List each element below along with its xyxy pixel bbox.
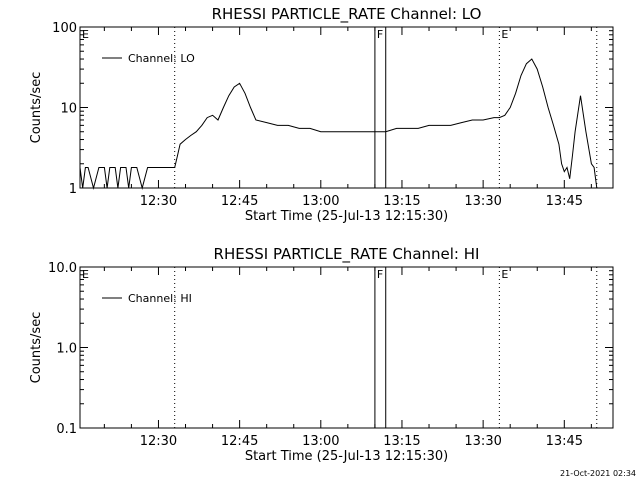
y-tick-label: 1.0 <box>56 342 77 357</box>
x-tick-label: 12:30 <box>140 434 177 449</box>
y-axis-label: Counts/sec <box>29 312 44 384</box>
event-marker-label: E <box>82 28 89 41</box>
event-marker-label: E <box>501 28 508 41</box>
event-marker-label: F <box>377 28 383 41</box>
y-tick-label: 10.0 <box>48 261 77 276</box>
y-tick-label: 1 <box>69 182 77 197</box>
x-tick-label: 12:45 <box>221 434 258 449</box>
y-tick-label: 10 <box>60 102 77 117</box>
event-marker-label: E <box>82 268 89 281</box>
timestamp: 21-Oct-2021 02:34 <box>560 469 636 478</box>
event-marker-label: E <box>501 268 508 281</box>
event-marker-label: F <box>377 268 383 281</box>
y-tick-label: 100 <box>52 21 77 36</box>
y-axis-label: Counts/sec <box>29 72 44 144</box>
x-tick-label: 13:30 <box>464 434 501 449</box>
chart-panel-0: RHESSI PARTICLE_RATE Channel: LO 1 10 100 12… <box>29 5 614 224</box>
chart-panel-1: RHESSI PARTICLE_RATE Channel: HI 0.1 1.0 10… <box>29 245 614 464</box>
x-tick-label: 13:45 <box>546 434 583 449</box>
chart-title: RHESSI PARTICLE_RATE Channel: HI <box>214 245 480 264</box>
x-tick-label: 13:00 <box>302 194 339 209</box>
x-tick-label: 13:00 <box>302 434 339 449</box>
legend-entry: Channel: HI <box>128 292 192 305</box>
x-axis-label: Start Time (25-Jul-13 12:15:30) <box>245 449 448 464</box>
series-line-0 <box>79 58 598 190</box>
x-tick-label: 12:45 <box>221 194 258 209</box>
y-tick-label: 0.1 <box>56 422 77 437</box>
chart-title: RHESSI PARTICLE_RATE Channel: LO <box>212 5 482 24</box>
legend-entry: Channel: LO <box>128 52 195 65</box>
x-tick-label: 12:30 <box>140 194 177 209</box>
x-tick-label: 13:15 <box>383 434 420 449</box>
x-tick-label: 13:15 <box>383 194 420 209</box>
x-axis-label: Start Time (25-Jul-13 12:15:30) <box>245 209 448 224</box>
x-tick-label: 13:30 <box>464 194 501 209</box>
x-tick-label: 13:45 <box>546 194 583 209</box>
